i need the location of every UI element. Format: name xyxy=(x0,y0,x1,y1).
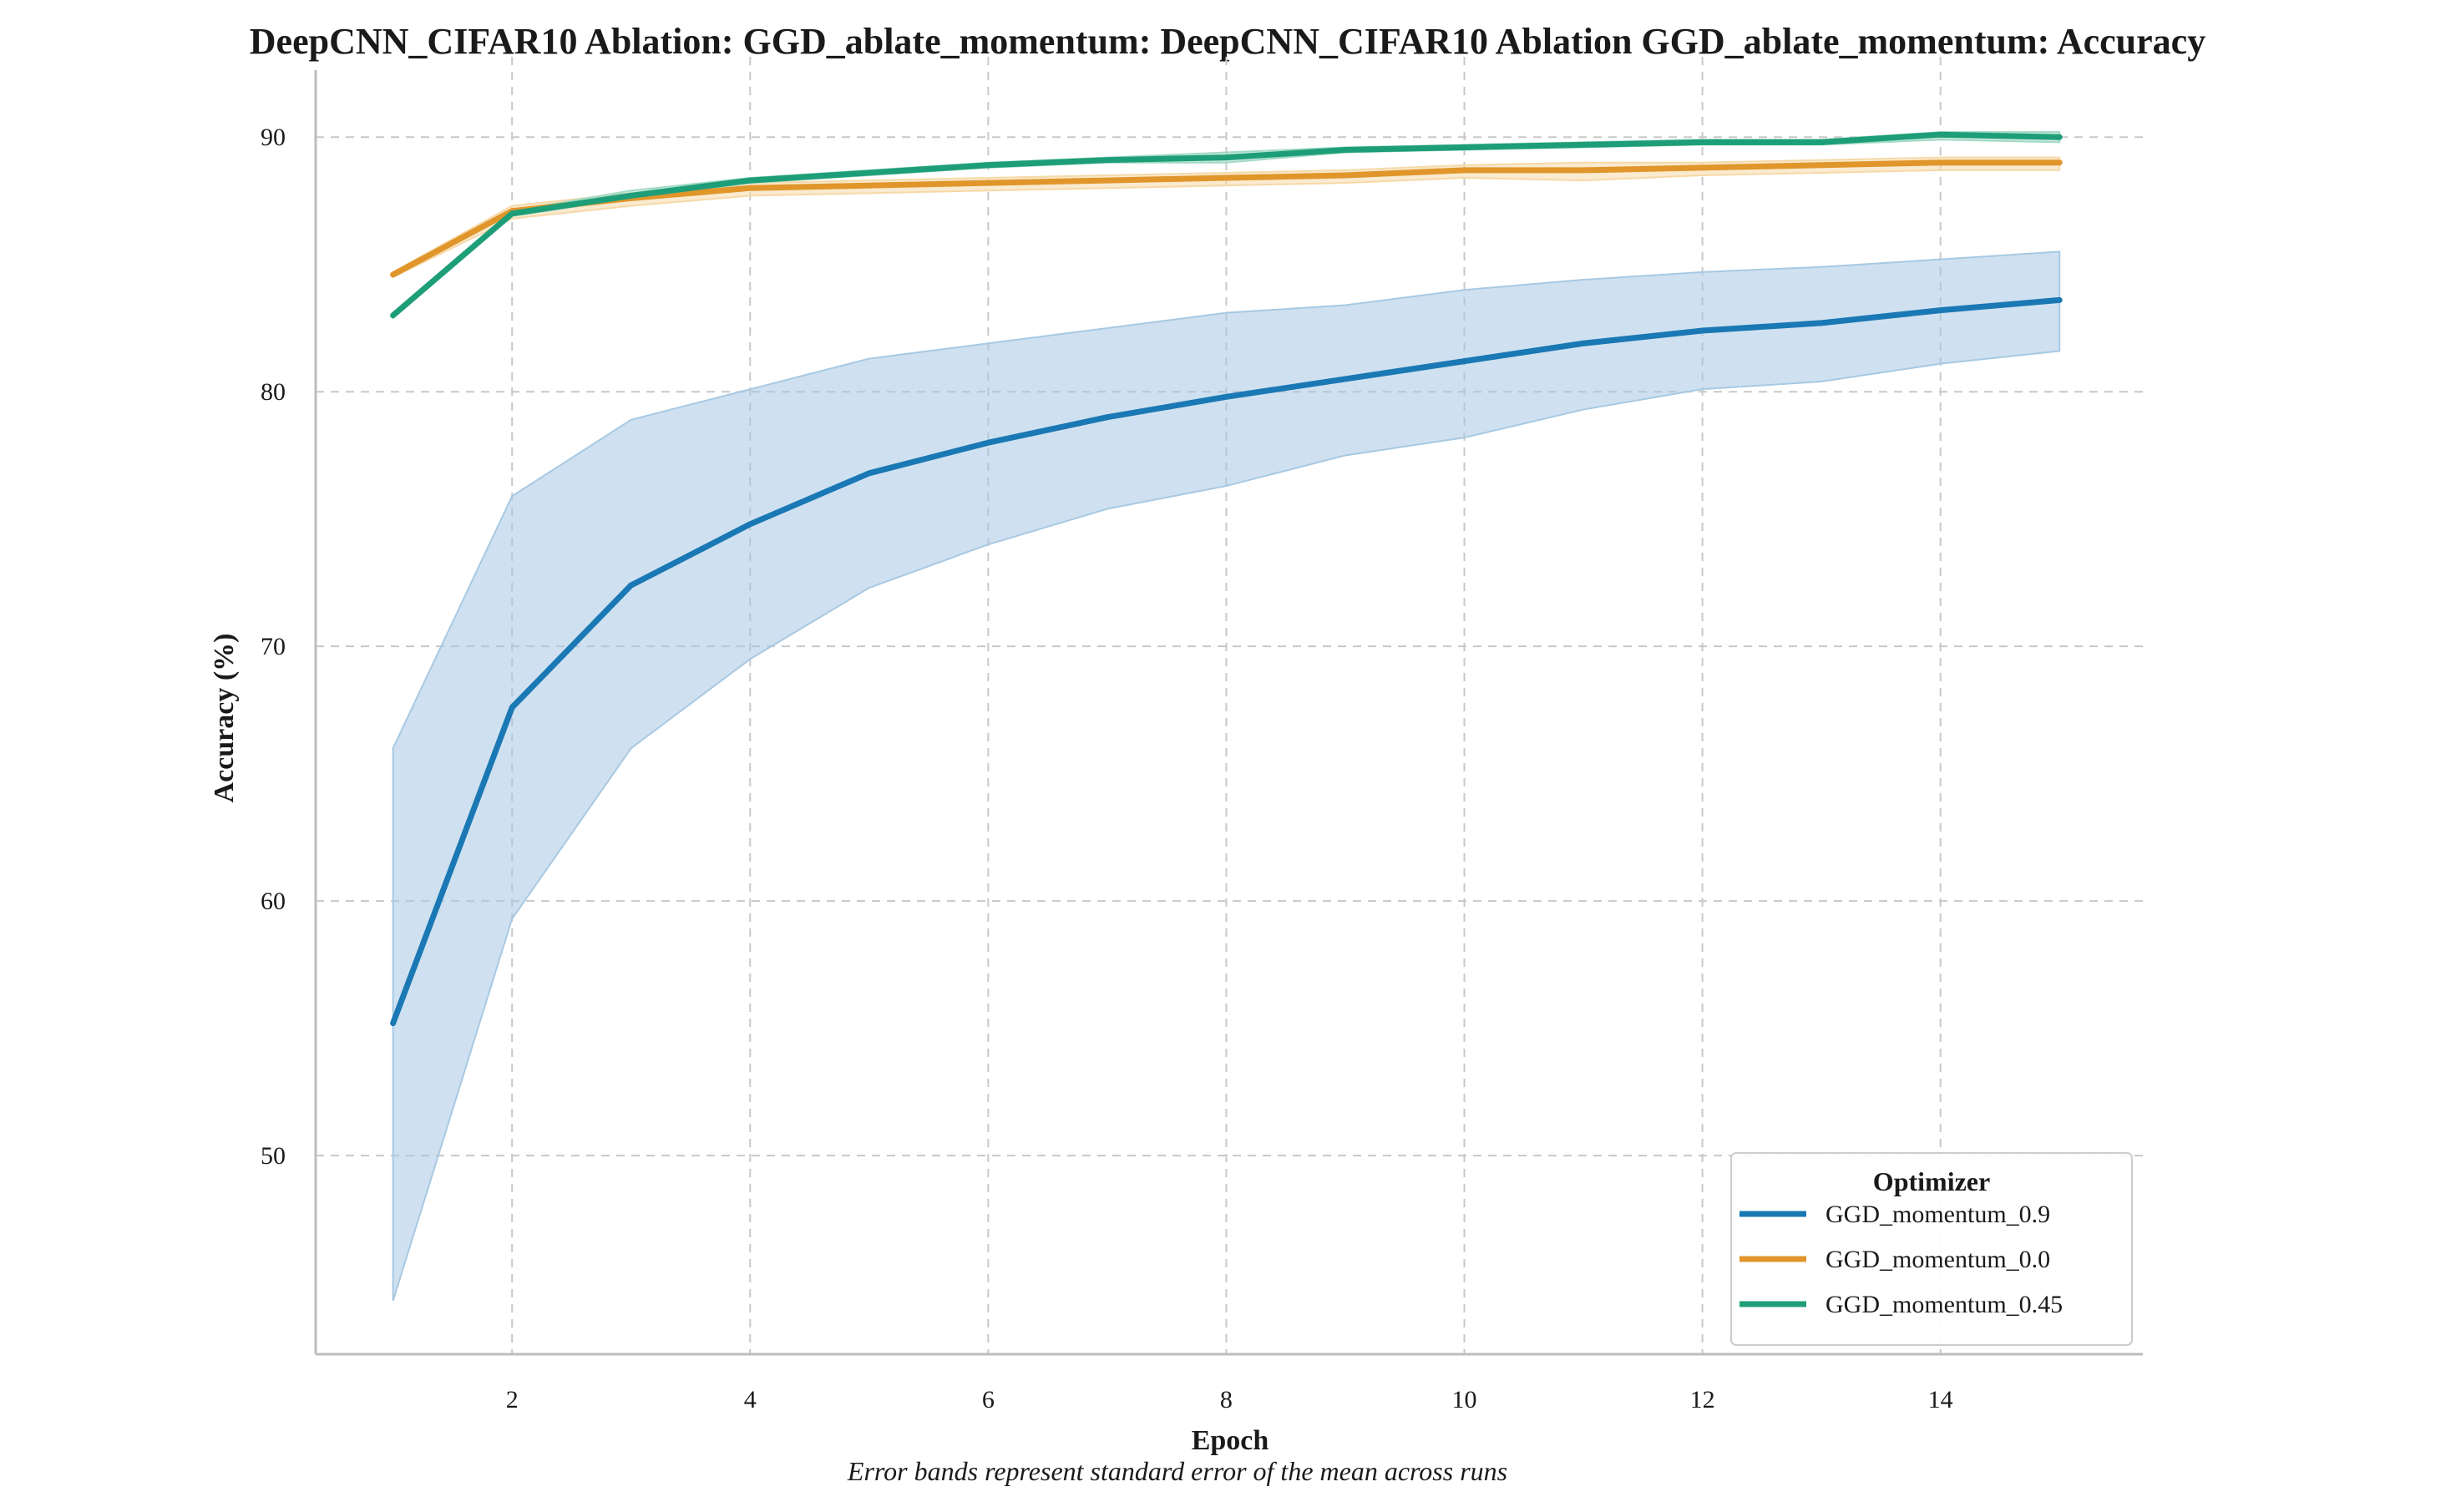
x-tick-label: 4 xyxy=(744,1386,757,1413)
x-tick-labels: 2 4 6 8 10 12 14 xyxy=(506,1386,1953,1413)
chart-caption: Error bands represent standard error of … xyxy=(847,1456,1507,1486)
error-band xyxy=(392,250,2061,1302)
y-tick-label: 60 xyxy=(261,887,286,915)
legend-label: GGD_momentum_0.9 xyxy=(1826,1201,2050,1228)
series-line xyxy=(390,131,2063,319)
x-tick-label: 12 xyxy=(1690,1386,1715,1413)
legend-label: GGD_momentum_0.45 xyxy=(1826,1291,2063,1318)
y-tick-label: 70 xyxy=(261,633,286,660)
x-tick-label: 10 xyxy=(1452,1386,1477,1413)
x-tick-label: 2 xyxy=(506,1386,519,1413)
x-tick-label: 8 xyxy=(1220,1386,1233,1413)
y-tick-label: 80 xyxy=(261,378,286,406)
chart-title: DeepCNN_CIFAR10 Ablation: GGD_ablate_mom… xyxy=(250,21,2205,62)
y-tick-label: 90 xyxy=(261,124,286,151)
x-axis-label: Epoch xyxy=(1192,1425,1269,1456)
x-tick-label: 14 xyxy=(1928,1386,1953,1413)
legend-entries: GGD_momentum_0.9 GGD_momentum_0.0 GGD_mome… xyxy=(1739,1201,2063,1318)
legend-title: Optimizer xyxy=(1873,1166,1990,1196)
series-lines xyxy=(390,131,2063,1027)
axes xyxy=(314,70,2143,1356)
legend-label: GGD_momentum_0.0 xyxy=(1826,1246,2050,1273)
y-tick-labels: 50 60 70 80 90 xyxy=(261,124,286,1170)
y-axis-label: Accuracy (%) xyxy=(209,634,240,803)
legend-box xyxy=(1730,1152,2133,1346)
x-tick-label: 6 xyxy=(982,1386,995,1413)
legend: Optimizer GGD_momentum_0.9GGD_momentum_0… xyxy=(1730,1152,2133,1346)
series-line xyxy=(390,296,2063,1027)
series-line xyxy=(390,159,2063,278)
y-tick-label: 50 xyxy=(261,1142,286,1170)
